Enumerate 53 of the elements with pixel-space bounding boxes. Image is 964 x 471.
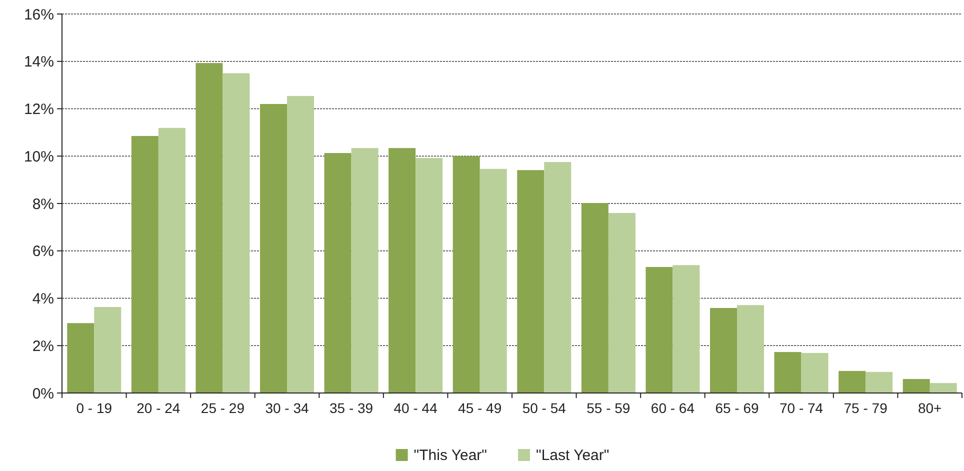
bar	[544, 162, 572, 393]
bar	[67, 323, 94, 393]
bar	[902, 379, 930, 393]
bar	[452, 156, 480, 393]
x-tick-label: 55 - 59	[586, 400, 630, 416]
bar	[737, 305, 764, 393]
bar	[517, 170, 544, 393]
y-tick-label: 12%	[24, 101, 54, 118]
bar	[351, 148, 378, 393]
x-tick-label: 65 - 69	[715, 400, 760, 416]
x-tick-label: 80+	[918, 400, 942, 416]
legend-label: "This Year"	[414, 447, 488, 464]
x-tick-label: 35 - 39	[329, 400, 374, 416]
x-tick-label: 20 - 24	[136, 400, 180, 416]
y-tick-label: 10%	[24, 148, 54, 166]
y-tick-label: 8%	[32, 196, 54, 213]
bar	[710, 308, 737, 393]
bar	[260, 104, 287, 393]
bar	[480, 168, 507, 393]
bar	[324, 153, 352, 393]
bar	[930, 383, 957, 393]
bar	[131, 136, 158, 393]
x-tick-label: 30 - 34	[265, 400, 310, 416]
y-tick-label: 2%	[32, 338, 54, 355]
bar	[416, 158, 443, 393]
bar	[287, 96, 314, 393]
bar	[774, 352, 802, 393]
bar	[388, 148, 416, 393]
x-tick-label: 75 - 79	[844, 400, 888, 416]
x-tick-label: 25 - 29	[200, 400, 245, 416]
x-tick-label: 50 - 54	[522, 400, 566, 416]
bar	[866, 372, 893, 393]
bar	[838, 370, 866, 393]
x-tick-label: 70 - 74	[779, 400, 824, 416]
bar	[672, 265, 700, 393]
y-tick-label: 6%	[32, 243, 54, 260]
bar	[801, 352, 828, 393]
bar	[196, 63, 223, 393]
bar	[608, 212, 636, 393]
y-tick-label: 16%	[24, 6, 54, 24]
y-tick-label: 14%	[24, 54, 54, 71]
bar	[222, 73, 250, 393]
bar	[158, 128, 186, 393]
bar	[581, 203, 608, 393]
bar	[94, 307, 122, 393]
x-tick-label: 40 - 44	[394, 400, 438, 416]
x-tick-label: 60 - 64	[650, 400, 695, 416]
y-tick-label: 4%	[32, 290, 54, 308]
x-tick-label: 0 - 19	[76, 400, 112, 416]
bar	[646, 266, 673, 393]
y-tick-label: 0%	[32, 385, 54, 402]
x-tick-label: 45 - 49	[458, 400, 502, 416]
legend-label: "Last Year"	[536, 447, 610, 464]
